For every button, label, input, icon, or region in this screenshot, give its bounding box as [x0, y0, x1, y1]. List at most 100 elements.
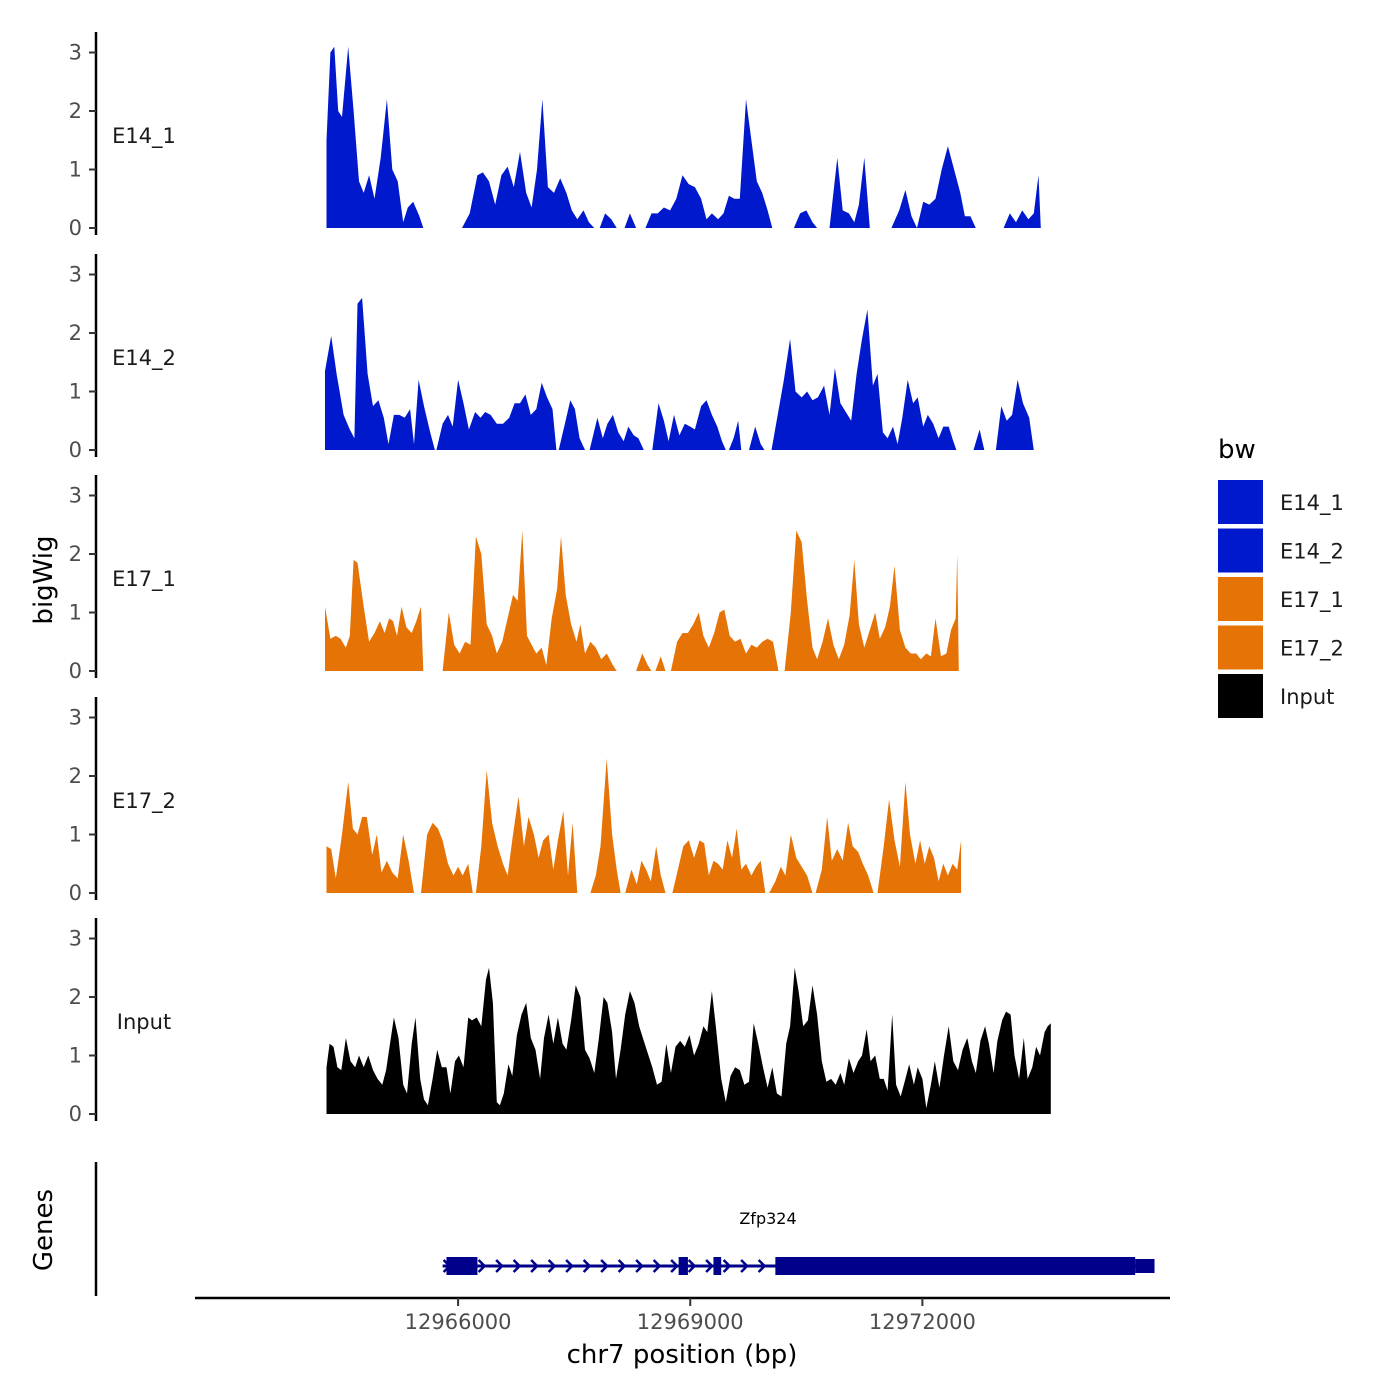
coverage-area — [325, 559, 424, 671]
legend-swatch-E17_2 — [1218, 625, 1263, 670]
x-tick-label: 12969000 — [637, 1310, 744, 1334]
y-tick-label: 3 — [69, 263, 82, 287]
y-tick-label: 2 — [69, 99, 82, 123]
coverage-area — [973, 429, 985, 450]
coverage-area — [625, 846, 666, 893]
legend-label-E17_1: E17_1 — [1280, 588, 1344, 613]
y-tick-label: 0 — [69, 438, 82, 462]
legend-label-E14_1: E14_1 — [1280, 491, 1344, 516]
strand-arrow — [600, 1259, 609, 1273]
gene-exon — [713, 1257, 722, 1275]
y-tick-label: 0 — [69, 659, 82, 683]
y-tick-label: 2 — [69, 764, 82, 788]
coverage-area — [784, 530, 959, 671]
gene-model — [442, 1257, 1155, 1275]
coverage-area — [599, 213, 617, 228]
x-tick-label: 12972000 — [869, 1310, 976, 1334]
y-tick-label: 2 — [69, 542, 82, 566]
coverage-area — [769, 834, 813, 893]
y-tick-label: 0 — [69, 1102, 82, 1126]
coverage-area — [462, 99, 595, 228]
coverage-area — [793, 210, 818, 228]
coverage-area — [421, 822, 473, 893]
strand-arrow — [547, 1259, 557, 1273]
coverage-area — [636, 653, 652, 671]
strand-arrow — [477, 1259, 487, 1273]
y-tick-label: 2 — [69, 985, 82, 1009]
coverage-area — [652, 400, 726, 450]
coverage-area — [326, 46, 424, 229]
track-label-E17_2: E17_2 — [112, 789, 176, 814]
y-tick-label: 0 — [69, 216, 82, 240]
gene-exon — [775, 1257, 1136, 1275]
y-tick-label: 3 — [69, 927, 82, 951]
strand-arrow — [635, 1259, 644, 1273]
strand-arrow — [565, 1259, 574, 1273]
track-Input: 0 1 2 3 Input — [69, 918, 1051, 1126]
coverage-area — [589, 414, 644, 450]
track-E17_2: 0 1 2 3 E17_2 — [69, 697, 962, 905]
coverage-area — [655, 656, 666, 671]
legend: bw E14_1 E14_2 E17_1 E17_2 Input — [1218, 435, 1344, 718]
strand-arrow — [652, 1259, 662, 1273]
strand-arrow — [757, 1259, 767, 1273]
coverage-area — [829, 157, 870, 228]
coverage-area — [326, 967, 1051, 1114]
track-label-E14_2: E14_2 — [112, 346, 176, 371]
strand-arrow — [740, 1259, 749, 1273]
strand-arrow — [512, 1259, 522, 1273]
y-tick-label: 3 — [69, 706, 82, 730]
legend-title: bw — [1218, 435, 1256, 465]
strand-arrow — [687, 1259, 697, 1273]
y-tick-label: 1 — [69, 823, 82, 847]
strand-arrow — [495, 1259, 504, 1273]
y-tick-label: 3 — [69, 484, 82, 508]
legend-swatch-E17_1 — [1218, 577, 1263, 621]
coverage-area — [442, 530, 617, 671]
gene-utr — [1135, 1259, 1155, 1273]
coverage-area — [590, 758, 621, 893]
track-label-Input: Input — [117, 1010, 171, 1034]
strand-arrow — [530, 1259, 539, 1273]
y-tick-label: 1 — [69, 380, 82, 404]
coverage-area — [891, 146, 976, 228]
gene-name-label: Zfp324 — [739, 1209, 796, 1228]
coverage-area — [815, 817, 874, 893]
strand-arrow — [670, 1259, 679, 1273]
legend-swatch-Input — [1218, 674, 1263, 718]
coverage-area — [995, 379, 1034, 450]
coverage-area — [1003, 175, 1041, 228]
coverage-area — [326, 781, 414, 893]
coverage-area — [436, 379, 557, 450]
strand-arrow — [582, 1259, 592, 1273]
y-axis-title: bigWig — [29, 535, 59, 624]
gene-panel: Genes Zfp324 — [29, 1162, 1155, 1296]
track-label-E17_1: E17_1 — [112, 567, 176, 592]
x-tick-label: 12966000 — [405, 1310, 512, 1334]
strand-arrow — [617, 1259, 627, 1273]
track-E14_2: 0 1 2 3 E14_2 — [69, 254, 1034, 462]
x-axis: 12966000 12969000 12972000 chr7 position (… — [195, 1296, 1170, 1370]
coverage-area — [645, 99, 773, 228]
coverage-area — [877, 781, 962, 893]
track-E14_1: 0 1 2 3 E14_1 — [69, 32, 1041, 240]
track-E17_1: 0 1 2 3 E17_1 — [69, 475, 959, 683]
y-tick-label: 1 — [69, 1044, 82, 1068]
coverage-area — [624, 213, 637, 228]
x-ticks: 12966000 12969000 12972000 — [405, 1298, 976, 1334]
track-label-E14_1: E14_1 — [112, 124, 176, 149]
coverage-area — [558, 400, 585, 450]
y-tick-label: 0 — [69, 881, 82, 905]
coverage-area — [475, 770, 578, 893]
y-tick-label: 2 — [69, 321, 82, 345]
gene-panel-title: Genes — [29, 1189, 59, 1271]
legend-label-E14_2: E14_2 — [1280, 540, 1344, 565]
legend-swatch-E14_1 — [1218, 480, 1263, 524]
coverage-area — [749, 426, 765, 450]
legend-entries: E14_1 E14_2 E17_1 E17_2 Input — [1218, 480, 1344, 718]
coverage-area — [771, 309, 957, 450]
coverage-area — [325, 297, 435, 450]
coverage-area — [728, 420, 742, 450]
coverage-tracks: 0 1 2 3 E14_1 0 1 2 3 E14_2 0 1 2 3 E17_1 0 1 2 3 E17_2 0 1 2 3… — [69, 32, 1051, 1126]
